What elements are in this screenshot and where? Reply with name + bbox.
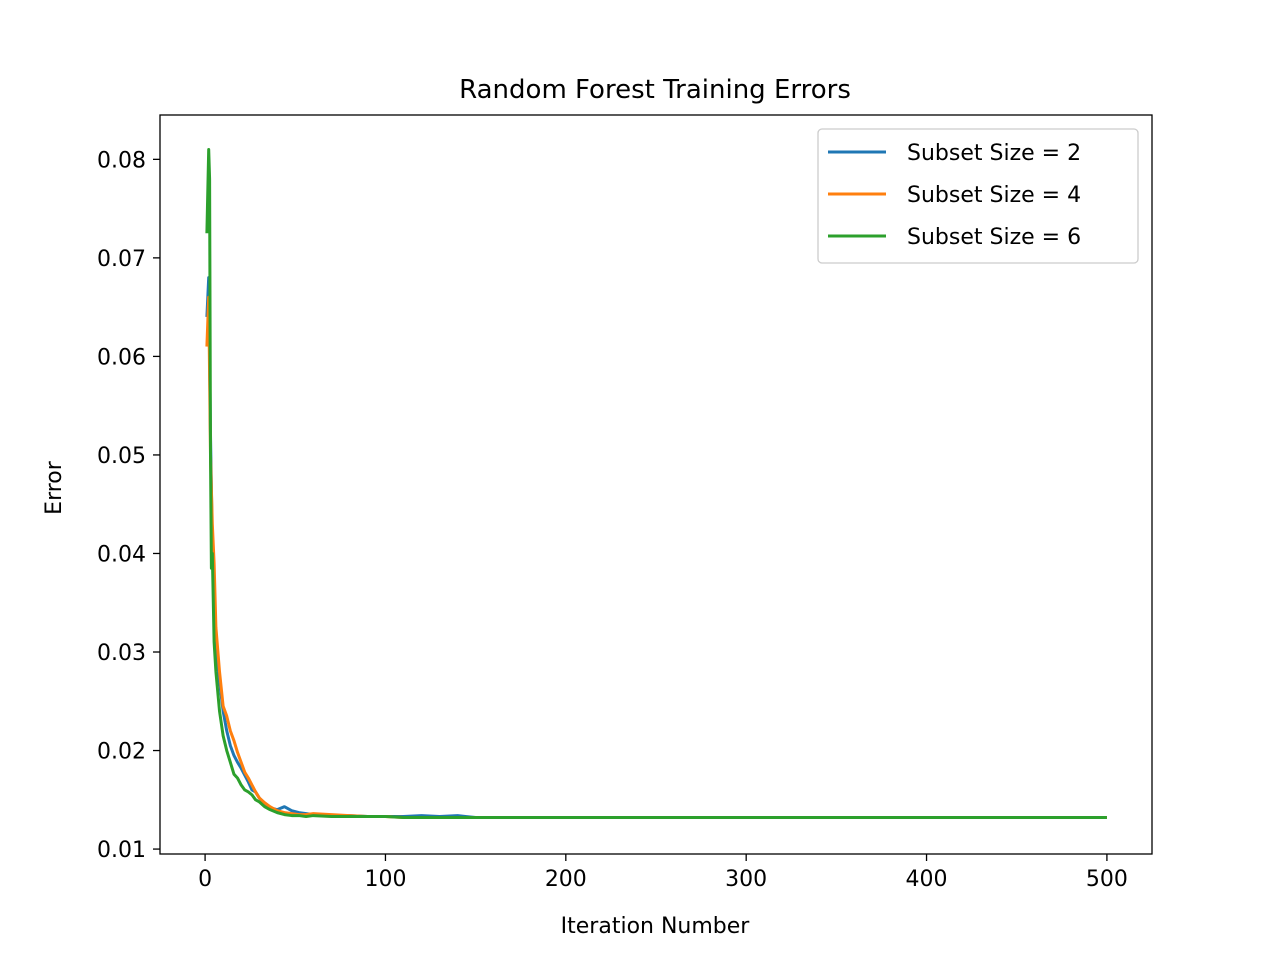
x-axis: 0 100 200 300 400 500 xyxy=(198,854,1128,892)
legend-label: Subset Size = 6 xyxy=(907,225,1081,250)
legend-label: Subset Size = 2 xyxy=(907,141,1081,166)
x-tick-label: 300 xyxy=(725,867,767,892)
x-tick-label: 0 xyxy=(198,867,212,892)
legend-item: Subset Size = 6 xyxy=(828,225,1081,250)
x-tick-label: 400 xyxy=(906,867,948,892)
y-tick-label: 0.04 xyxy=(97,542,146,567)
chart-title: Random Forest Training Errors xyxy=(459,75,851,105)
y-tick-label: 0.08 xyxy=(97,148,146,173)
x-axis-label: Iteration Number xyxy=(561,914,751,939)
y-axis-label: Error xyxy=(42,460,67,515)
y-tick-label: 0.07 xyxy=(97,247,146,272)
legend: Subset Size = 2 Subset Size = 4 Subset Siz… xyxy=(817,128,1139,264)
legend-frame xyxy=(817,128,1139,264)
legend-label: Subset Size = 4 xyxy=(907,183,1081,208)
legend-item: Subset Size = 4 xyxy=(828,183,1081,208)
y-tick-label: 0.05 xyxy=(97,444,146,469)
y-axis: 0.01 0.02 0.03 0.04 0.05 0.06 0.07 0.08 xyxy=(97,148,160,863)
y-tick-label: 0.03 xyxy=(97,641,146,666)
y-tick-label: 0.01 xyxy=(97,838,146,863)
series-layer xyxy=(205,147,1107,820)
x-tick-label: 200 xyxy=(545,867,587,892)
x-tick-label: 500 xyxy=(1086,867,1128,892)
x-tick-label: 100 xyxy=(364,867,406,892)
y-tick-label: 0.06 xyxy=(97,345,146,370)
legend-item: Subset Size = 2 xyxy=(828,141,1081,166)
series-line-3 xyxy=(205,147,1107,820)
y-tick-label: 0.02 xyxy=(97,740,146,765)
